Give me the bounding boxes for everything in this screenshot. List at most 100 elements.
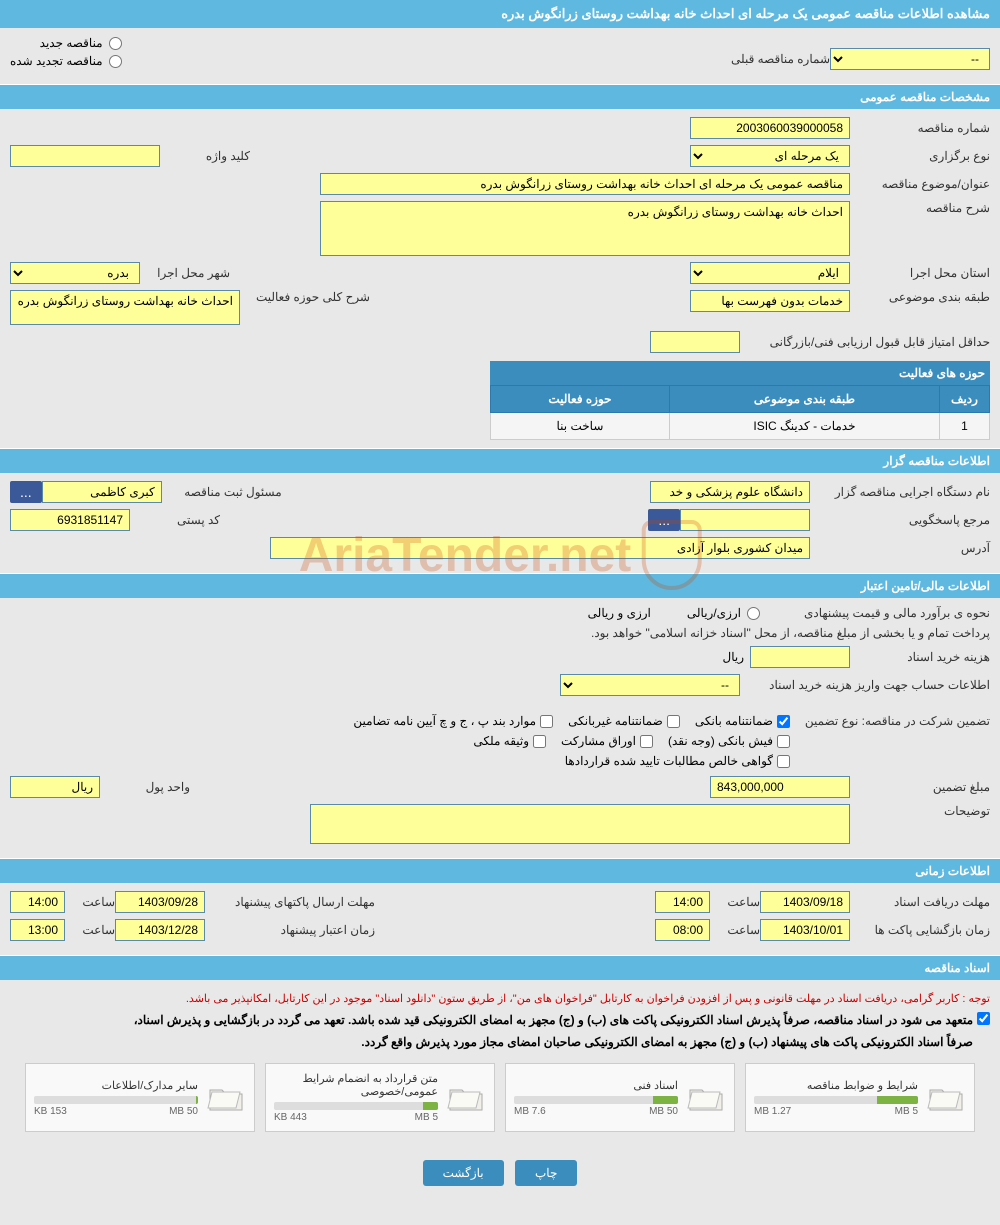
opt-bond: موارد بند پ ، ج و چ آیین نامه تضامین [353,714,536,728]
col-scope: حوزه فعالیت [491,386,670,413]
min-score-label: حداقل امتیاز قابل قبول ارزیابی فنی/بازرگ… [740,335,990,349]
contact-input[interactable] [680,509,810,531]
chk-receivables[interactable] [777,755,790,768]
scope-textarea[interactable]: احداث خانه بهداشت روستای زرانگوش بدره [10,290,240,325]
account-select[interactable]: -- [560,674,740,696]
riyal-unit: ریال [722,650,744,664]
province-select[interactable]: ایلام [690,262,850,284]
chk-bond[interactable] [540,715,553,728]
guarantee-type-label: تضمین شرکت در مناقصه: نوع تضمین [790,714,990,728]
validity-label: زمان اعتبار پیشنهاد [205,923,375,937]
receive-docs-label: مهلت دریافت اسناد [850,895,990,909]
folder-icon [926,1078,966,1118]
time-label-3: ساعت [710,923,760,937]
documents-body: توجه : کاربر گرامی، دریافت اسناد در مهلت… [0,980,1000,1150]
type-select[interactable]: یک مرحله ای [690,145,850,167]
tender-number-input[interactable] [690,117,850,139]
section-organizer: اطلاعات مناقصه گزار [0,448,1000,473]
print-button[interactable]: چاپ [515,1160,577,1186]
opt-nonbank: ضمانتنامه غیربانکی [568,714,663,728]
validity-time[interactable] [10,919,65,941]
city-label: شهر محل اجرا [140,266,230,280]
agency-input[interactable] [650,481,810,503]
funding-note: پرداخت تمام و یا بخشی از مبلغ مناقصه، از… [591,626,990,640]
folder-icon [686,1078,726,1118]
postal-input[interactable] [10,509,130,531]
address-input[interactable] [270,537,810,559]
chk-receipt[interactable] [777,735,790,748]
prev-number-label: شماره مناقصه قبلی [723,52,830,66]
organizer-body: نام دستگاه اجرایی مناقصه گزار مسئول ثبت … [0,473,1000,573]
label-new-tender: مناقصه جدید [40,36,103,50]
category-input[interactable] [690,290,850,312]
envelope-time[interactable] [10,891,65,913]
label-renewed-tender: مناقصه تجدید شده [10,54,103,68]
keyword-input[interactable] [10,145,160,167]
contact-browse-button[interactable]: ... [648,509,680,531]
prev-tender-number-select[interactable]: -- [830,48,990,70]
postal-label: کد پستی [130,513,220,527]
validity-date[interactable] [115,919,205,941]
col-category: طبقه بندی موضوعی [669,386,939,413]
section-timing: اطلاعات زمانی [0,858,1000,883]
doc-grid: شرایط و ضوابط مناقصه 5 MB1.27 MB اسناد ف… [10,1053,990,1142]
currency-opt2-label: ارزی و ریالی [588,606,651,620]
back-button[interactable]: بازگشت [423,1160,504,1186]
radio-renewed-tender[interactable] [109,55,122,68]
registrar-browse-button[interactable]: ... [10,481,42,503]
footer: چاپ بازگشت [0,1150,1000,1196]
category-label: طبقه بندی موضوعی [850,290,990,304]
notes-label: توضیحات [850,804,990,818]
col-row: ردیف [940,386,990,413]
doc-card[interactable]: سایر مدارک/اطلاعات 50 MB153 KB [25,1063,255,1132]
contact-label: مرجع پاسخگویی [810,513,990,527]
doc-card[interactable]: متن قرارداد به انضمام شرایط عمومی/خصوصی … [265,1063,495,1132]
radio-currency[interactable] [747,607,760,620]
doc-card[interactable]: شرایط و ضوابط مناقصه 5 MB1.27 MB [745,1063,975,1132]
province-label: استان محل اجرا [850,266,990,280]
min-score-input[interactable] [650,331,740,353]
type-label: نوع برگزاری [850,149,990,163]
time-label-1: ساعت [710,895,760,909]
receive-docs-date[interactable] [760,891,850,913]
time-label-4: ساعت [65,923,115,937]
notes-textarea[interactable] [310,804,850,844]
amount-label: مبلغ تضمین [850,780,990,794]
doc-title: سایر مدارک/اطلاعات [34,1079,198,1092]
section-general: مشخصات مناقصه عمومی [0,84,1000,109]
description-textarea[interactable]: احداث خانه بهداشت روستای زرانگوش بدره [320,201,850,256]
activity-title: حوزه های فعالیت [490,361,990,385]
notice-black-2: صرفاً اسناد الکترونیکی پاکت های پیشنهاد … [134,1031,973,1053]
receive-docs-time[interactable] [655,891,710,913]
agency-label: نام دستگاه اجرایی مناقصه گزار [810,485,990,499]
radio-new-tender[interactable] [109,37,122,50]
chk-bank[interactable] [777,715,790,728]
doc-title: متن قرارداد به انضمام شرایط عمومی/خصوصی [274,1072,438,1098]
general-body: شماره مناقصه نوع برگزاری یک مرحله ای کلی… [0,109,1000,448]
opening-date[interactable] [760,919,850,941]
folder-icon [206,1078,246,1118]
city-select[interactable]: بدره [10,262,140,284]
timing-body: مهلت دریافت اسناد ساعت مهلت ارسال پاکتها… [0,883,1000,955]
envelope-date[interactable] [115,891,205,913]
section-documents: اسناد مناقصه [0,955,1000,980]
address-label: آدرس [810,541,990,555]
amount-input[interactable] [710,776,850,798]
estimate-label: نحوه ی برآورد مالی و قیمت پیشنهادی [760,606,990,620]
financial-body: نحوه ی برآورد مالی و قیمت پیشنهادی ارزی/… [0,598,1000,858]
chk-property[interactable] [533,735,546,748]
subject-input[interactable] [320,173,850,195]
opening-time[interactable] [655,919,710,941]
doc-fee-input[interactable] [750,646,850,668]
page-title: مشاهده اطلاعات مناقصه عمومی یک مرحله ای … [0,0,1000,28]
chk-nonbank[interactable] [667,715,680,728]
commitment-checkbox[interactable] [977,1012,990,1025]
registrar-input[interactable] [42,481,162,503]
doc-title: شرایط و ضوابط مناقصه [754,1079,918,1092]
tender-number-label: شماره مناقصه [850,121,990,135]
doc-fee-label: هزینه خرید اسناد [850,650,990,664]
description-label: شرح مناقصه [850,201,990,215]
unit-input[interactable] [10,776,100,798]
chk-securities[interactable] [640,735,653,748]
doc-card[interactable]: اسناد فنی 50 MB7.6 MB [505,1063,735,1132]
